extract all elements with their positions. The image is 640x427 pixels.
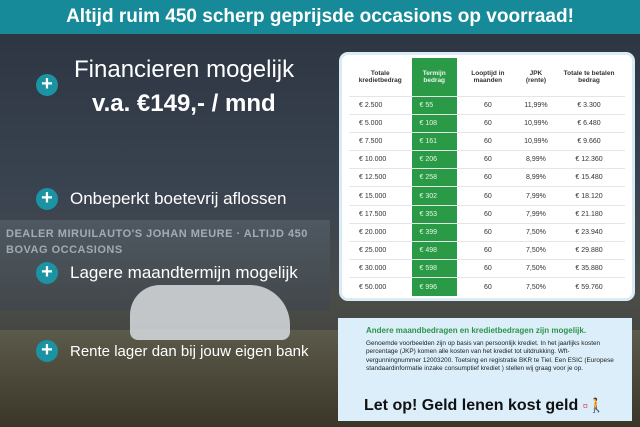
table-cell: 60 bbox=[456, 204, 519, 224]
table-cell: € 59.760 bbox=[553, 277, 625, 297]
table-cell: € 30.000 bbox=[349, 259, 412, 278]
column-header: Looptijd in maanden bbox=[471, 69, 505, 84]
table-cell: € 35.880 bbox=[553, 259, 625, 278]
column-header: JPK (rente) bbox=[525, 69, 547, 84]
table-cell: € 15.480 bbox=[553, 168, 625, 187]
table-cell: 7,50% bbox=[518, 277, 554, 297]
table-cell: € 12.360 bbox=[553, 150, 625, 169]
table-cell: € 9.660 bbox=[553, 131, 625, 151]
table-cell: 10,99% bbox=[518, 131, 554, 151]
table-cell: 11,99% bbox=[518, 95, 554, 115]
table-row: € 10.000 € 206 60 8,99% € 12.360 bbox=[349, 150, 625, 169]
table-cell: € 6.480 bbox=[553, 113, 625, 133]
table-cell: 60 bbox=[456, 150, 519, 169]
bullet-rate: + Rente lager dan bij jouw eigen bank bbox=[36, 340, 309, 362]
table-cell: 7,50% bbox=[518, 240, 554, 260]
table-cell: € 498 bbox=[411, 240, 457, 260]
table-cell: 7,99% bbox=[518, 186, 554, 206]
table-cell: € 353 bbox=[411, 204, 457, 224]
note-body: Genoemde voorbeelden zijn op basis van p… bbox=[366, 340, 614, 372]
financing-price: v.a. €149,- / mnd bbox=[92, 90, 276, 117]
table-cell: 60 bbox=[456, 131, 519, 151]
table-row: € 2.500 € 55 60 11,99% € 3.300 bbox=[349, 95, 625, 115]
table-cell: € 29.880 bbox=[553, 240, 625, 260]
table-cell: 60 bbox=[456, 240, 519, 260]
table-cell: € 17.500 bbox=[349, 204, 412, 224]
table-cell: € 20.000 bbox=[349, 222, 412, 242]
table-row: € 20.000 € 399 60 7,50% € 23.940 bbox=[349, 222, 625, 242]
table-cell: 60 bbox=[456, 277, 519, 297]
table-cell: 7,50% bbox=[518, 259, 554, 278]
table-cell: € 206 bbox=[411, 150, 457, 169]
table-cell: 60 bbox=[456, 259, 519, 278]
header-row: Totale kredietbedrag Termijn bedrag Loopti… bbox=[349, 58, 625, 96]
bullet-financing: + bbox=[36, 74, 70, 96]
plus-icon: + bbox=[36, 74, 58, 96]
table-row: € 15.000 € 302 60 7,99% € 18.120 bbox=[349, 186, 625, 206]
table-cell: 60 bbox=[456, 95, 519, 115]
table-cell: € 5.000 bbox=[349, 113, 412, 133]
financing-title: Financieren mogelijk bbox=[74, 56, 295, 83]
table-cell: € 2.500 bbox=[349, 95, 412, 115]
table-row: € 7.500 € 161 60 10,99% € 9.660 bbox=[349, 131, 625, 151]
plus-icon: + bbox=[36, 262, 58, 284]
table-cell: € 15.000 bbox=[349, 186, 412, 206]
table-row: € 25.000 € 498 60 7,50% € 29.880 bbox=[349, 240, 625, 260]
table-cell: € 161 bbox=[411, 131, 457, 151]
disclaimer-panel: Andere maandbedragen en kredietbedragen … bbox=[338, 318, 632, 421]
table-cell: € 21.180 bbox=[553, 204, 625, 224]
table-cell: € 996 bbox=[411, 277, 457, 297]
table-cell: € 23.940 bbox=[553, 222, 625, 242]
warning-label: Let op! Geld lenen kost geld bbox=[364, 397, 579, 414]
column-header: Termijn bedrag bbox=[411, 58, 457, 96]
table-cell: € 10.000 bbox=[349, 150, 412, 169]
bullet-text: Lagere maandtermijn mogelijk bbox=[70, 263, 298, 282]
table-row: € 50.000 € 996 60 7,50% € 59.760 bbox=[349, 277, 625, 297]
table-cell: 7,50% bbox=[518, 222, 554, 242]
note-heading: Andere maandbedragen en kredietbedragen … bbox=[366, 326, 587, 335]
table-cell: 60 bbox=[456, 168, 519, 187]
table-row: € 30.000 € 598 60 7,50% € 35.880 bbox=[349, 259, 625, 278]
background-car bbox=[130, 285, 290, 340]
table-cell: € 302 bbox=[411, 186, 457, 206]
table-cell: € 25.000 bbox=[349, 240, 412, 260]
table-cell: € 258 bbox=[411, 168, 457, 187]
bullet-text: Rente lager dan bij jouw eigen bank bbox=[70, 342, 309, 360]
table-cell: 8,99% bbox=[518, 150, 554, 169]
table-cell: € 55 bbox=[411, 95, 457, 115]
walker-icon: ▫🚶 bbox=[582, 397, 606, 413]
table-cell: € 598 bbox=[411, 259, 457, 278]
table-cell: € 3.300 bbox=[553, 95, 625, 115]
table-row: € 12.500 € 258 60 8,99% € 15.480 bbox=[349, 168, 625, 187]
bullet-repay: + Onbeperkt boetevrij aflossen bbox=[36, 188, 286, 210]
plus-icon: + bbox=[36, 340, 58, 362]
table-cell: 7,99% bbox=[518, 204, 554, 224]
table-cell: € 399 bbox=[411, 222, 457, 242]
table-cell: 60 bbox=[456, 222, 519, 242]
warning-text: Let op! Geld lenen kost geld ▫🚶 bbox=[364, 397, 605, 415]
dealership-sign: DEALER MIRUILAUTO'S JOHAN MEURE · ALTIJD… bbox=[6, 228, 308, 256]
plus-icon: + bbox=[36, 188, 58, 210]
table-cell: € 7.500 bbox=[349, 131, 412, 151]
table-cell: € 12.500 bbox=[349, 168, 412, 187]
column-header: Totale kredietbedrag bbox=[358, 69, 402, 84]
bullet-lower-term: + Lagere maandtermijn mogelijk bbox=[36, 262, 298, 284]
table-cell: 10,99% bbox=[518, 113, 554, 133]
credit-table-card: Totale kredietbedrag Termijn bedrag Loopti… bbox=[342, 55, 632, 298]
credit-table: Totale kredietbedrag Termijn bedrag Loopti… bbox=[349, 58, 625, 297]
table-cell: 60 bbox=[456, 113, 519, 133]
table-cell: 60 bbox=[456, 186, 519, 206]
table-row: € 17.500 € 353 60 7,99% € 21.180 bbox=[349, 204, 625, 224]
table-cell: € 108 bbox=[411, 113, 457, 133]
headline-banner: Altijd ruim 450 scherp geprijsde occasio… bbox=[0, 0, 640, 34]
bullet-text: Onbeperkt boetevrij aflossen bbox=[70, 189, 287, 208]
table-cell: € 18.120 bbox=[553, 186, 625, 206]
table-row: € 5.000 € 108 60 10,99% € 6.480 bbox=[349, 113, 625, 133]
table-cell: 8,99% bbox=[518, 168, 554, 187]
table-cell: € 50.000 bbox=[349, 277, 412, 297]
column-header: Totale te betalen bedrag bbox=[563, 69, 615, 84]
